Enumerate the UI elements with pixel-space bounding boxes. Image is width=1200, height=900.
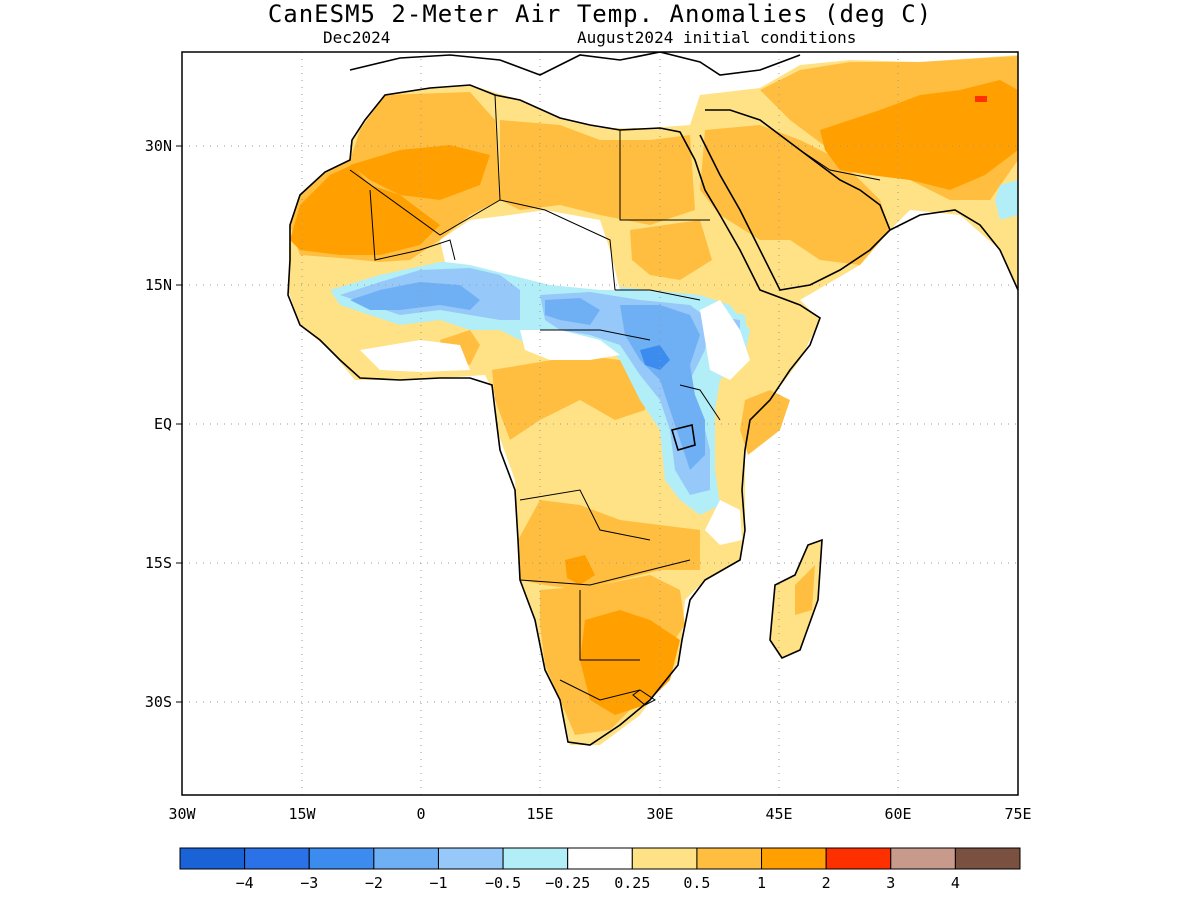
coastlines xyxy=(287,52,1018,746)
legend-label: −3 xyxy=(300,874,318,892)
legend-label: 3 xyxy=(886,874,895,892)
legend-label: −2 xyxy=(365,874,383,892)
madagascar-coastline xyxy=(769,538,823,660)
neutral-regions xyxy=(360,210,750,545)
africa-coastline xyxy=(287,84,821,746)
legend-swatch xyxy=(502,847,569,870)
lat-tick-label: EQ xyxy=(154,415,172,433)
legend-label: −4 xyxy=(236,874,254,892)
legend-swatch xyxy=(631,847,698,870)
graticule xyxy=(182,52,1018,795)
lon-tick-label: 45E xyxy=(765,805,792,823)
legend-label: −0.25 xyxy=(545,874,590,892)
anomaly-field xyxy=(288,55,1018,745)
legend-swatch xyxy=(825,847,892,870)
cool-regions xyxy=(330,180,1018,515)
initial-conditions-label: August2024 initial conditions xyxy=(577,28,857,47)
legend-swatch xyxy=(373,847,439,870)
lat-tick-label: 15S xyxy=(145,554,172,572)
lon-tick-label: 30E xyxy=(646,805,673,823)
lake-victoria xyxy=(670,424,696,451)
legend-swatch xyxy=(696,847,763,870)
map-title: CanESM5 2-Meter Air Temp. Anomalies (deg… xyxy=(267,0,933,28)
legend-swatch xyxy=(567,847,633,870)
lat-tick-label: 30N xyxy=(145,137,172,155)
lon-tick-label: 30W xyxy=(168,805,196,823)
lon-tick-label: 75E xyxy=(1004,805,1031,823)
legend-label: −0.5 xyxy=(485,874,521,892)
legend-swatch xyxy=(179,847,246,870)
legend-label: 4 xyxy=(951,874,960,892)
legend-swatch xyxy=(244,847,310,870)
legend-swatch xyxy=(437,847,504,870)
madagascar-warm-core xyxy=(795,565,815,615)
lon-tick-label: 15E xyxy=(526,805,553,823)
forecast-month: Dec2024 xyxy=(323,28,391,47)
legend-label: 2 xyxy=(822,874,831,892)
europe-coastline xyxy=(349,52,801,76)
lat-tick-label: 15N xyxy=(145,276,172,294)
legend-swatch xyxy=(954,847,1021,870)
legend-label: 1 xyxy=(757,874,766,892)
warm-strong-regions xyxy=(290,80,1018,715)
color-legend: −4 −3 −2 −1 −0.5 −0.25 0.25 0.5 1 2 3 4 xyxy=(179,847,1021,892)
legend-swatch xyxy=(761,847,827,870)
lat-tick-label: 30S xyxy=(145,693,172,711)
asia-coastline xyxy=(889,209,1018,291)
lon-ticks: 30W 15W 0 15E 30E 45E 60E 75E xyxy=(168,805,1031,823)
legend-swatch xyxy=(890,847,956,870)
legend-swatch xyxy=(308,847,375,870)
lon-tick-label: 0 xyxy=(416,805,425,823)
legend-label: 0.5 xyxy=(683,874,710,892)
lon-tick-label: 60E xyxy=(884,805,911,823)
legend-label: 0.25 xyxy=(614,874,650,892)
lon-tick-label: 15W xyxy=(288,805,316,823)
lat-ticks: 30N 15N EQ 15S 30S xyxy=(145,137,182,711)
hot-spot xyxy=(975,96,987,102)
country-borders xyxy=(349,94,881,706)
legend-label: −1 xyxy=(429,874,447,892)
